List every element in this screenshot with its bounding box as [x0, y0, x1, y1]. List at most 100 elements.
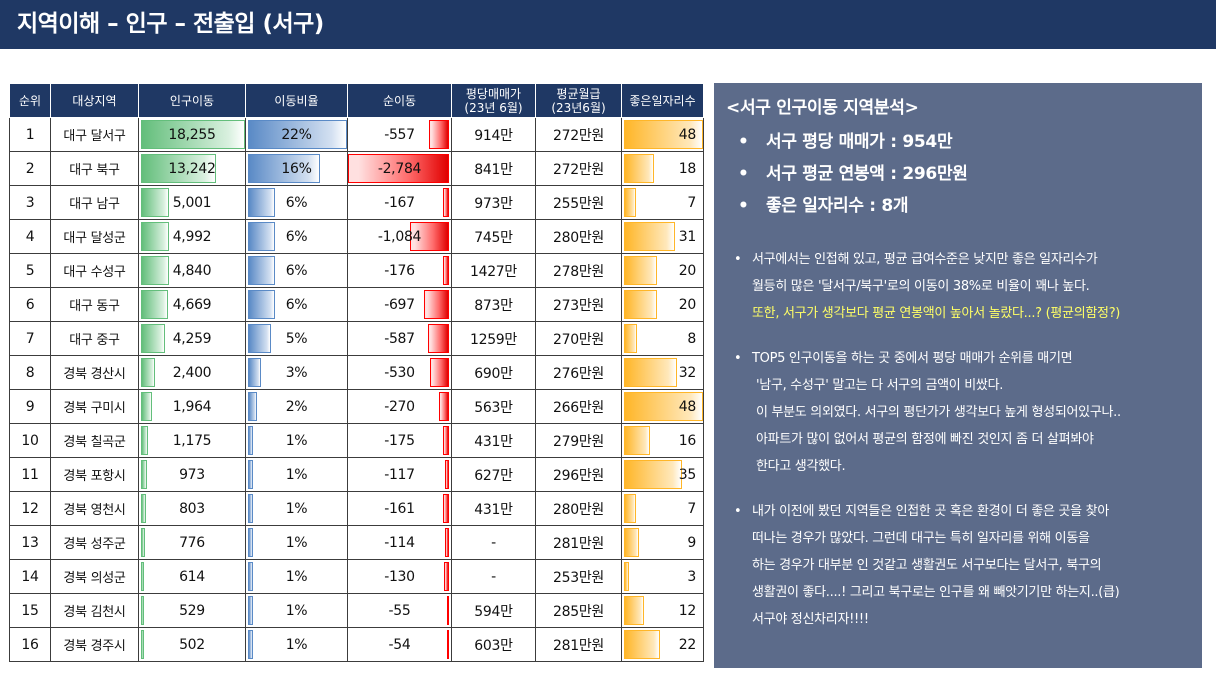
- wage-cell: 281만원: [535, 525, 622, 560]
- ratio-cell: 22%: [245, 117, 348, 152]
- rank-cell: 15: [9, 593, 51, 628]
- note-line: 서구에서는 인접해 있고, 평균 급여수준은 낮지만 좋은 일자리수가: [752, 252, 1098, 267]
- ratio-cell-value: 2%: [285, 398, 308, 415]
- jobs-cell-value: 22: [678, 636, 697, 653]
- note-bullet: •: [734, 252, 742, 267]
- table-row: 3 대구 남구 5,001 6% -167 973만 255만원 7: [9, 185, 704, 220]
- ratio-cell-wrap: 1%: [247, 527, 346, 558]
- region-cell: 대구 동구: [50, 287, 139, 322]
- move-cell-wrap: 4,669: [140, 289, 244, 320]
- notes-list: • 서구에서는 인접해 있고, 평균 급여수준은 낮지만 좋은 일자리수가 월등히 …: [726, 246, 1190, 633]
- jobs-cell: 35: [621, 457, 704, 492]
- jobs-cell-bar: [624, 630, 660, 659]
- net-cell: -697: [347, 287, 452, 322]
- table-row: 5 대구 수성구 4,840 6% -176 1427만 278만원 20: [9, 253, 704, 288]
- region-cell: 대구 중구: [50, 321, 139, 356]
- net-cell-wrap: -117: [349, 459, 450, 490]
- region-cell: 대구 수성구: [50, 253, 139, 288]
- jobs-cell: 8: [621, 321, 704, 356]
- rank-cell: 13: [9, 525, 51, 560]
- move-cell: 973: [138, 457, 246, 492]
- header-price: 평당매매가 (23년 6월): [451, 83, 536, 118]
- jobs-cell: 7: [621, 185, 704, 220]
- rank-cell: 9: [9, 389, 51, 424]
- header-price-text: 평당매매가 (23년 6월): [464, 86, 523, 115]
- move-cell-bar: [141, 290, 168, 319]
- move-cell-bar: [141, 222, 169, 251]
- move-cell-value: 4,669: [172, 296, 212, 313]
- net-cell-wrap: -587: [349, 323, 450, 354]
- ratio-cell-bar: [248, 358, 261, 387]
- move-cell-value: 529: [179, 602, 205, 619]
- jobs-cell-bar: [624, 222, 675, 251]
- jobs-cell-wrap: 20: [623, 255, 702, 286]
- note-line: 서구야 정신차리자!!!!: [752, 612, 869, 627]
- net-cell-bar: [445, 528, 449, 557]
- ratio-cell-value: 22%: [281, 126, 312, 143]
- region-cell: 대구 남구: [50, 185, 139, 220]
- ratio-cell-value: 1%: [285, 466, 308, 483]
- ratio-cell: 1%: [245, 457, 348, 492]
- ratio-cell: 3%: [245, 355, 348, 390]
- table-row: 1 대구 달서구 18,255 22% -557 914만 272만원 48: [9, 117, 704, 152]
- move-cell-wrap: 4,840: [140, 255, 244, 286]
- price-cell: 431만: [451, 423, 536, 458]
- net-cell-wrap: -1,084: [349, 221, 450, 252]
- table-row: 16 경북 경주시 502 1% -54 603만 281만원 22: [9, 627, 704, 662]
- rank-cell: 10: [9, 423, 51, 458]
- net-cell: -557: [347, 117, 452, 152]
- region-cell: 경북 영천시: [50, 491, 139, 526]
- region-cell: 경북 성주군: [50, 525, 139, 560]
- move-cell-bar: [141, 392, 152, 421]
- net-cell-value: -167: [384, 194, 415, 211]
- price-cell: 1427만: [451, 253, 536, 288]
- table-row: 4 대구 달성군 4,992 6% -1,084 745만 280만원 31: [9, 219, 704, 254]
- move-cell-bar: [141, 256, 169, 285]
- jobs-cell-bar: [624, 392, 703, 421]
- ratio-cell-bar: [248, 460, 253, 489]
- jobs-cell: 7: [621, 491, 704, 526]
- price-cell: 745만: [451, 219, 536, 254]
- net-cell-bar: [348, 154, 449, 183]
- move-cell-wrap: 1,964: [140, 391, 244, 422]
- move-cell-bar: [141, 426, 148, 455]
- rank-cell: 6: [9, 287, 51, 322]
- jobs-cell: 20: [621, 253, 704, 288]
- jobs-cell-wrap: 48: [623, 119, 703, 150]
- ratio-cell-wrap: 1%: [247, 629, 346, 660]
- kpi-text: 좋은 일자리수 : 8개: [766, 196, 909, 216]
- jobs-cell-wrap: 32: [623, 357, 702, 388]
- kpi-item: • 서구 평당 매매가 : 954만: [726, 126, 1190, 158]
- ratio-cell-bar: [248, 392, 257, 421]
- net-cell: -130: [347, 559, 452, 594]
- net-cell-bar: [439, 392, 449, 421]
- net-cell-value: -2,784: [377, 160, 422, 177]
- ratio-cell-value: 5%: [285, 330, 308, 347]
- jobs-cell-wrap: 12: [623, 595, 702, 626]
- move-cell-bar: [141, 494, 146, 523]
- ratio-cell-bar: [248, 494, 253, 523]
- region-cell: 경북 경주시: [50, 627, 139, 662]
- net-cell-bar: [429, 120, 449, 149]
- move-cell-value: 1,175: [172, 432, 212, 449]
- price-cell: 973만: [451, 185, 536, 220]
- kpi-text: 서구 평당 매매가 : 954만: [766, 132, 953, 152]
- ratio-cell: 6%: [245, 219, 348, 254]
- price-cell: 603만: [451, 627, 536, 662]
- move-cell-wrap: 4,259: [140, 323, 244, 354]
- move-cell: 18,255: [138, 117, 246, 152]
- move-cell-wrap: 614: [140, 561, 244, 592]
- move-cell-value: 4,992: [172, 228, 212, 245]
- move-cell: 4,259: [138, 321, 246, 356]
- rank-cell: 1: [9, 117, 51, 152]
- move-cell-value: 614: [179, 568, 205, 585]
- rank-cell: 16: [9, 627, 51, 662]
- table-row: 15 경북 김천시 529 1% -55 594만 285만원 12: [9, 593, 704, 628]
- net-cell-value: -54: [388, 636, 411, 653]
- jobs-cell-bar: [624, 562, 629, 591]
- ratio-cell-wrap: 1%: [247, 459, 346, 490]
- net-cell-bar: [445, 460, 449, 489]
- ratio-cell: 6%: [245, 287, 348, 322]
- table-row: 10 경북 칠곡군 1,175 1% -175 431만 279만원 16: [9, 423, 704, 458]
- net-cell-bar: [410, 222, 449, 251]
